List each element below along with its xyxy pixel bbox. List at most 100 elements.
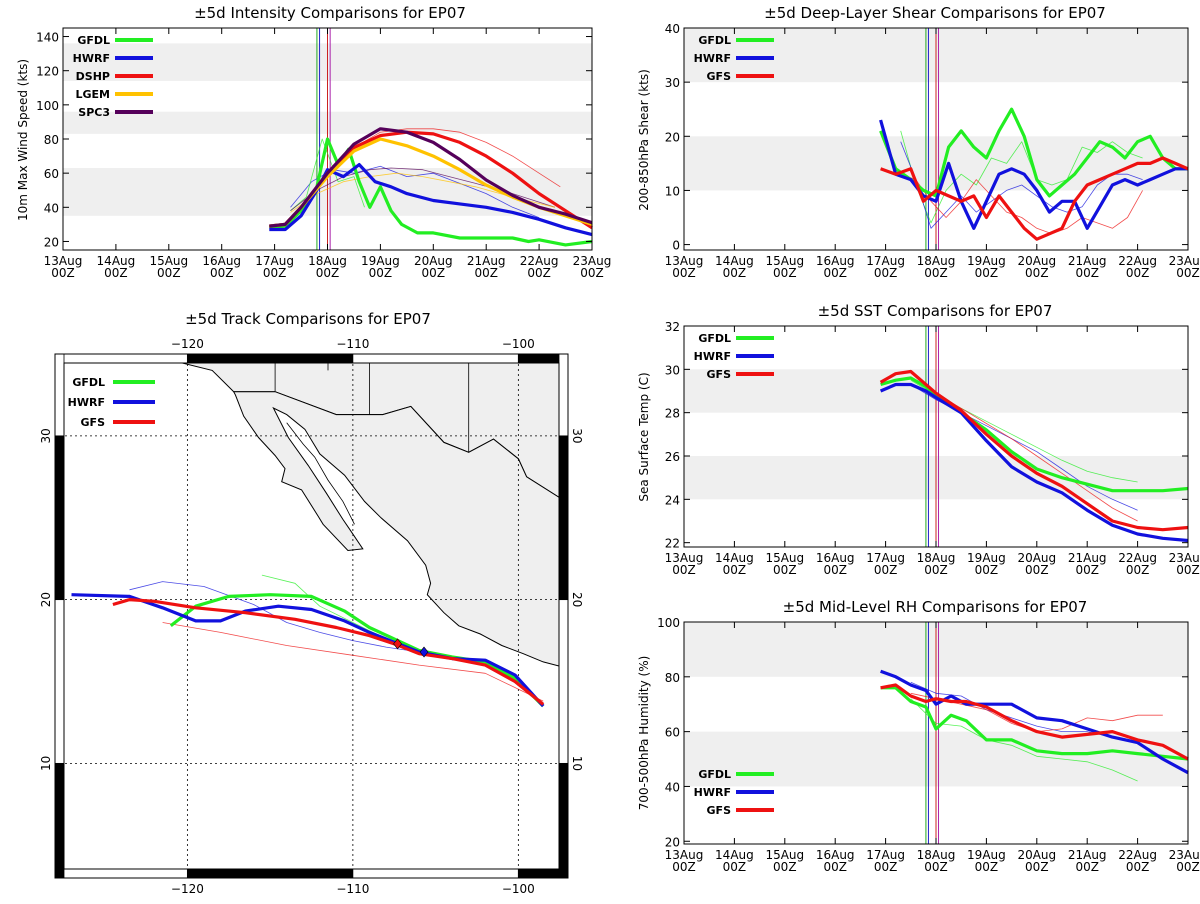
map-border-segment [558, 435, 569, 601]
sst-series-gfdl [880, 376, 1189, 493]
sst-xtick-hour: 00Z [874, 563, 898, 577]
rh-xtick-hour: 00Z [874, 860, 898, 874]
intensity-series-gfdl [269, 137, 593, 247]
intensity-ytick-label: 100 [36, 99, 59, 113]
sst-title: ±5d SST Comparisons for EP07 [818, 302, 1053, 320]
rh-series-gfs [880, 683, 1189, 761]
sst-xtick-hour: 00Z [823, 563, 847, 577]
rh-xtick-hour: 00Z [1176, 860, 1200, 874]
intensity-xtick-date: 21Aug [467, 254, 506, 268]
intensity-panel: ±5d Intensity Comparisons for EP07 10m M… [16, 4, 611, 280]
rh-xtick-date: 19Aug [967, 848, 1006, 862]
sst-xtick-hour: 00Z [924, 563, 948, 577]
intensity-legend-hwrf-label: HWRF [73, 52, 110, 65]
shear-xtick-date: 18Aug [917, 254, 956, 268]
map-lat-label-left: 20 [39, 592, 53, 607]
shear-ytick-label: 20 [665, 130, 680, 144]
intensity-xtick-hour: 00Z [527, 266, 551, 280]
map-border-segment [54, 762, 65, 879]
sst-panel: ±5d SST Comparisons for EP07 Sea Surface… [637, 302, 1200, 577]
map-inner-frame [63, 362, 560, 870]
intensity-legend-spc3-label: SPC3 [78, 106, 110, 119]
intensity-xtick-date: 17Aug [255, 254, 294, 268]
intensity-legend-dshp-label: DSHP [76, 70, 110, 83]
rh-ytick-label: 80 [665, 671, 680, 685]
track-marker-hwrf [419, 646, 429, 658]
sst-xtick-date: 22Aug [1118, 551, 1157, 565]
rh-ytick-label: 20 [665, 835, 680, 849]
rh-xtick-date: 13Aug [665, 848, 704, 862]
sst-xtick-hour: 00Z [1176, 563, 1200, 577]
sst-xtick-hour: 00Z [1025, 563, 1049, 577]
track-legend-gfs-label: GFS [81, 416, 106, 429]
track-series-gfs [112, 597, 545, 706]
map-frame [54, 353, 569, 879]
rh-xtick-date: 20Aug [1017, 848, 1056, 862]
intensity-ytick-label: 120 [36, 65, 59, 79]
rh-xtick-hour: 00Z [823, 860, 847, 874]
sst-xtick-date: 18Aug [917, 551, 956, 565]
shear-xtick-date: 22Aug [1118, 254, 1157, 268]
sst-legend-gfdl-label: GFDL [698, 332, 731, 345]
map-lat-label-right: 10 [570, 756, 584, 771]
rh-xtick-date: 14Aug [715, 848, 754, 862]
intensity-xtick-date: 20Aug [414, 254, 453, 268]
sst-ytick-label: 28 [665, 407, 680, 421]
sst-ytick-label: 26 [665, 450, 680, 464]
sst-xtick-date: 20Aug [1017, 551, 1056, 565]
rh-ylabel: 700-500hPa Humidity (%) [637, 656, 651, 811]
intensity-series-spc3 [269, 127, 593, 228]
sst-ytick-label: 30 [665, 363, 680, 377]
sst-xtick-hour: 00Z [1075, 563, 1099, 577]
shear-panel: ±5d Deep-Layer Shear Comparisons for EP0… [637, 4, 1200, 280]
intensity-xtick-date: 16Aug [202, 254, 241, 268]
track-marker-gfs [393, 638, 402, 650]
map-border-segment [54, 599, 65, 764]
shear-xtick-date: 17Aug [866, 254, 905, 268]
track-series-hwrf-thin [129, 581, 420, 653]
rh-legend-gfs-label: GFS [707, 804, 732, 817]
sst-ytick-label: 24 [665, 493, 680, 507]
shear-xtick-date: 15Aug [765, 254, 804, 268]
rh-legend-hwrf-label: HWRF [694, 786, 731, 799]
sst-xtick-date: 13Aug [665, 551, 704, 565]
map-lon-label-top: −120 [171, 337, 204, 351]
intensity-legend-gfdl-label: GFDL [77, 34, 110, 47]
rh-title: ±5d Mid-Level RH Comparisons for EP07 [783, 598, 1088, 616]
intensity-xtick-hour: 00Z [263, 266, 287, 280]
rh-xtick-date: 16Aug [816, 848, 855, 862]
shear-xtick-date: 20Aug [1017, 254, 1056, 268]
intensity-legend-lgem-label: LGEM [76, 88, 111, 101]
rh-xtick-hour: 00Z [723, 860, 747, 874]
intensity-xtick-hour: 00Z [316, 266, 340, 280]
intensity-series-hwrf [269, 163, 593, 237]
map-border-segment [54, 353, 65, 437]
rh-series-gfdl-thin [910, 698, 1138, 782]
intensity-xtick-hour: 00Z [580, 266, 604, 280]
sst-ytick-label: 22 [665, 537, 680, 551]
rh-xtick-hour: 00Z [1025, 860, 1049, 874]
intensity-xtick-date: 18Aug [308, 254, 347, 268]
shear-xtick-date: 19Aug [967, 254, 1006, 268]
sst-xtick-hour: 00Z [773, 563, 797, 577]
map-border-segment [186, 868, 354, 879]
intensity-ytick-label: 20 [44, 235, 59, 249]
shear-xtick-hour: 00Z [823, 266, 847, 280]
rh-xtick-date: 22Aug [1118, 848, 1157, 862]
shear-series-hwrf-thin [900, 141, 1143, 229]
shear-ytick-label: 30 [665, 76, 680, 90]
intensity-xtick-date: 13Aug [44, 254, 83, 268]
sst-xtick-hour: 00Z [1126, 563, 1150, 577]
map-border-segment [558, 762, 569, 879]
track-legend-hwrf-label: HWRF [68, 396, 105, 409]
shear-ytick-label: 0 [672, 239, 680, 253]
track-panel: ±5d Track Comparisons for EP07 −120 −120 −… [39, 310, 584, 896]
sst-ylabel: Sea Surface Temp (C) [637, 372, 651, 501]
intensity-ytick-label: 80 [44, 133, 59, 147]
rh-xtick-date: 15Aug [765, 848, 804, 862]
rh-ytick-label: 40 [665, 780, 680, 794]
map-lon-label-bottom: −120 [171, 882, 204, 896]
track-series-gfs-thin [162, 622, 544, 702]
map-lon-label-bottom: −100 [502, 882, 535, 896]
